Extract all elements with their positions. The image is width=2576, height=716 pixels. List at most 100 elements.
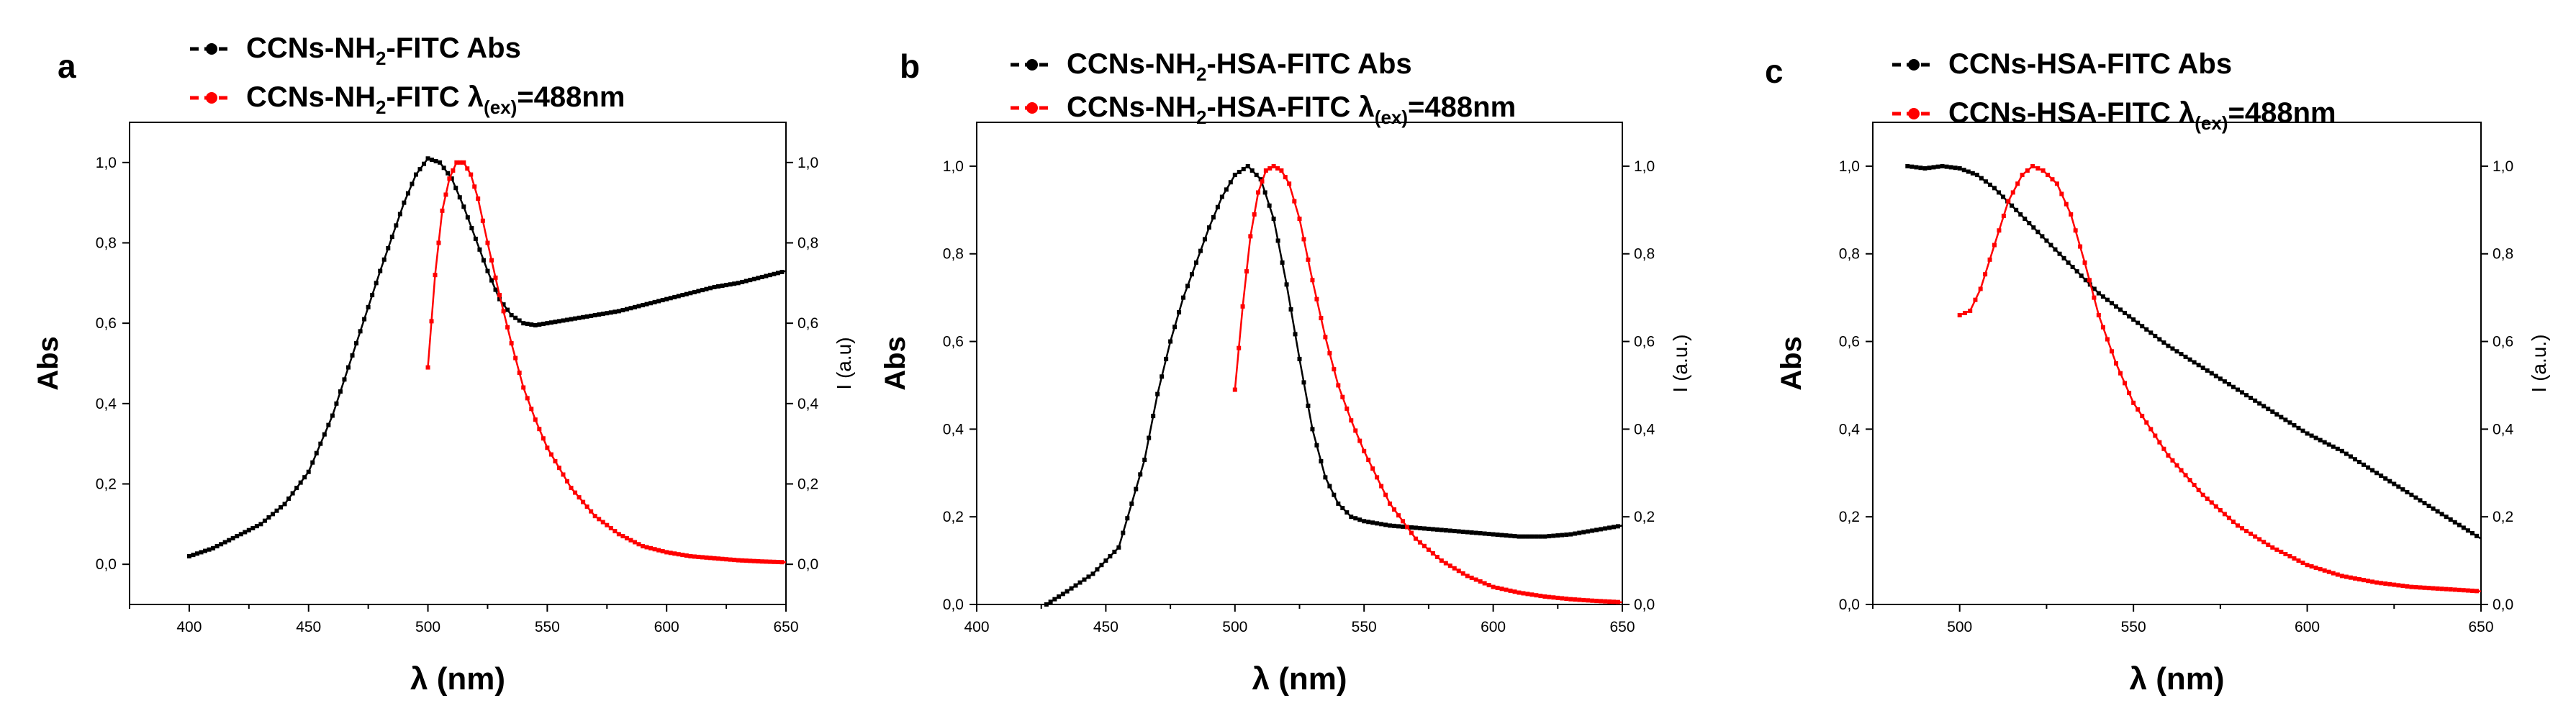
y2-tick-label: 0,4 — [2493, 421, 2514, 438]
series-0-point — [2274, 412, 2279, 417]
series-0-point — [262, 518, 267, 523]
series-0-point — [1103, 558, 1108, 563]
series-0-point — [1551, 533, 1556, 538]
series-0-point — [1447, 528, 1452, 533]
series-0-point — [389, 235, 394, 240]
series-1-point — [2422, 585, 2427, 590]
series-0-point — [1086, 574, 1091, 579]
series-1-point — [525, 396, 530, 401]
series-0-point — [2339, 448, 2344, 453]
series-0-point — [1332, 492, 1337, 497]
series-0-point — [1125, 516, 1130, 521]
series-1-point — [489, 258, 494, 263]
series-1-point — [1345, 406, 1350, 411]
series-0-point — [1065, 589, 1070, 594]
series-0-point — [541, 322, 546, 327]
series-1-point — [589, 509, 594, 514]
series-0-point — [2322, 440, 2327, 445]
series-1-point — [2064, 201, 2069, 207]
series-0-point — [1245, 163, 1250, 168]
series-1-point — [688, 554, 693, 558]
series-0-point — [1095, 567, 1100, 572]
series-0-point — [2357, 460, 2362, 465]
series-0-point — [597, 312, 602, 317]
series-0-point — [1237, 170, 1242, 175]
series-0-point — [2100, 294, 2105, 299]
series-1-point — [2344, 574, 2349, 579]
series-0-point — [1521, 534, 1526, 539]
series-1-point — [716, 556, 721, 561]
series-1-point — [2287, 554, 2292, 558]
series-1-point — [2322, 568, 2327, 573]
series-1-point — [2374, 580, 2380, 585]
series-0-point — [1262, 190, 1267, 195]
series-0-point — [1983, 179, 1988, 184]
series-0-point — [2123, 310, 2128, 315]
legend-text-part: CCNs-NH — [1067, 48, 1196, 80]
series-1-point — [1465, 574, 1470, 579]
series-1-point — [2170, 458, 2175, 463]
series-0-point — [2157, 337, 2162, 342]
series-1-point — [2379, 581, 2384, 586]
series-1-point — [553, 458, 558, 463]
legend-text-part: =488nm — [2228, 97, 2336, 129]
series-1-point — [2127, 391, 2132, 396]
series-0-point — [1254, 173, 1259, 178]
series-1-point — [1529, 592, 1535, 597]
legend-text-part: 2 — [376, 47, 386, 69]
series-0-point — [2161, 340, 2166, 345]
series-1-point — [1495, 585, 1500, 590]
series-1-point — [1263, 168, 1268, 173]
series-1-point — [1362, 448, 1367, 453]
series-0-point — [413, 172, 418, 177]
series-0-point — [2136, 320, 2141, 325]
legend-text-part: =488nm — [517, 81, 625, 113]
series-0-point — [2061, 255, 2066, 260]
series-0-point — [744, 278, 749, 284]
series-0-point — [1430, 527, 1435, 532]
series-1-point — [772, 559, 777, 564]
legend-swatch-marker — [1026, 102, 1038, 114]
series-1-point — [2469, 588, 2475, 593]
series-0-point — [652, 299, 657, 304]
series-0-point — [1594, 527, 1599, 533]
y2-tick-label: 0,2 — [797, 476, 818, 493]
series-1-point — [2274, 547, 2279, 552]
y2-tick-label: 0,6 — [797, 315, 818, 332]
series-0-point — [250, 525, 256, 530]
series-1-point — [2457, 587, 2462, 592]
y2-axis-label: I (a.u.) — [2528, 335, 2550, 393]
series-1-point — [2452, 587, 2457, 592]
series-1-point — [433, 273, 438, 278]
series-1-point — [2209, 500, 2214, 505]
series-1-point — [2222, 512, 2227, 517]
series-1-point — [1383, 492, 1388, 497]
series-1-point — [724, 557, 729, 562]
series-1-point — [2326, 569, 2331, 574]
series-1-point — [469, 172, 474, 177]
series-1-point — [1237, 345, 1242, 350]
series-1-point — [1957, 313, 1962, 317]
series-1-point — [1599, 599, 1604, 604]
series-1-point — [628, 538, 633, 543]
series-0-point — [1577, 530, 1582, 535]
series-0-point — [186, 554, 191, 558]
series-1-point — [1409, 530, 1414, 535]
y2-tick-label: 0,4 — [1634, 421, 1655, 438]
series-0-point — [338, 389, 343, 394]
series-0-point — [501, 302, 506, 307]
series-0-point — [1134, 486, 1139, 491]
series-1-point — [632, 540, 637, 545]
series-0-point — [1944, 164, 1949, 169]
y-tick-label: 0,8 — [1839, 246, 1860, 263]
series-0-point — [533, 322, 538, 327]
legend-text-part: -FITC — [386, 81, 467, 113]
series-1-point — [1504, 587, 1509, 592]
series-1-point — [2092, 295, 2097, 300]
series-0-point — [1349, 515, 1354, 520]
series-1-point — [1555, 595, 1560, 600]
series-0-point — [2452, 520, 2457, 525]
series-1-point — [548, 452, 553, 457]
series-0-point — [1538, 534, 1543, 539]
x-axis-label: λ (nm) — [2130, 661, 2225, 697]
